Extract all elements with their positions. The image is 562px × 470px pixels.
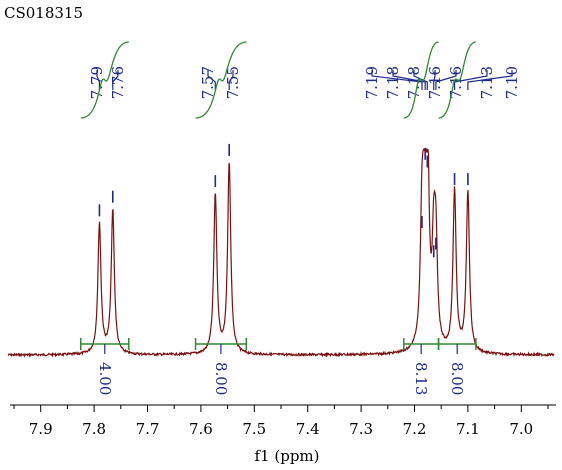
x-axis: 7.9 7.8 7.7 7.6 7.5 7.4 7.3 7.2 7.1 7.0 [10, 404, 556, 438]
peak-label-10: 7.13 [478, 66, 496, 99]
peak-label-8: 7.16 [426, 66, 444, 99]
peak-leader-11 [467, 70, 513, 90]
peak-label-2: 7.76 [109, 66, 127, 99]
peak-label-1: 7.79 [88, 66, 106, 99]
peak-label-4: 7.55 [224, 66, 242, 99]
chart-title: CS018315 [4, 4, 83, 22]
integral-value-4: 8.00 [448, 362, 466, 395]
integral-curve-layer [80, 41, 477, 119]
peak-leader-9 [435, 70, 457, 90]
peak-leader-10 [454, 70, 488, 90]
peak-label-6: 7.18 [384, 66, 402, 99]
integral-value-1: 4.00 [96, 362, 114, 395]
x-axis-label: f1 (ppm) [255, 447, 320, 465]
x-tick-label: 7.7 [136, 420, 160, 438]
peak-label-7: 7.18 [405, 66, 423, 99]
x-tick-label: 7.4 [296, 420, 320, 438]
peak-leader-1 [96, 70, 101, 90]
x-tick-label: 7.3 [349, 420, 373, 438]
peak-leader-6 [392, 70, 426, 90]
peak-leader-4 [228, 70, 234, 90]
peak-marker-layer [98, 143, 469, 258]
integral-curve-3 [403, 41, 439, 119]
integral-curve-4 [438, 41, 477, 119]
peak-leader-2 [112, 70, 119, 90]
x-tick-label: 7.9 [29, 420, 53, 438]
x-tick-label: 7.6 [189, 420, 213, 438]
spectrum-trace [7, 147, 555, 358]
peak-label-3: 7.57 [199, 66, 217, 99]
x-tick-label: 7.5 [242, 420, 266, 438]
x-tick-label: 7.1 [456, 420, 480, 438]
x-tick-label: 7.0 [509, 420, 533, 438]
peak-label-11: 7.10 [503, 66, 521, 99]
integral-layer: 4.00 8.00 8.13 8.00 [80, 338, 477, 395]
peak-leader-5 [371, 70, 423, 90]
peak-label-layer: 7.79 7.76 7.57 7.55 7.19 7.18 7.18 7.16 7.16 7.13… [88, 66, 521, 99]
peak-label-5: 7.19 [363, 66, 381, 99]
x-tick-label: 7.8 [82, 420, 106, 438]
integral-curve-1 [80, 41, 129, 119]
peak-leader-8 [433, 70, 436, 90]
spectrum-layer [7, 147, 555, 358]
peak-leader-3 [207, 70, 216, 90]
integral-value-2: 8.00 [212, 362, 230, 395]
integral-curve-2 [195, 41, 247, 119]
x-tick-label: 7.2 [403, 420, 427, 438]
integral-value-3: 8.13 [412, 362, 430, 395]
